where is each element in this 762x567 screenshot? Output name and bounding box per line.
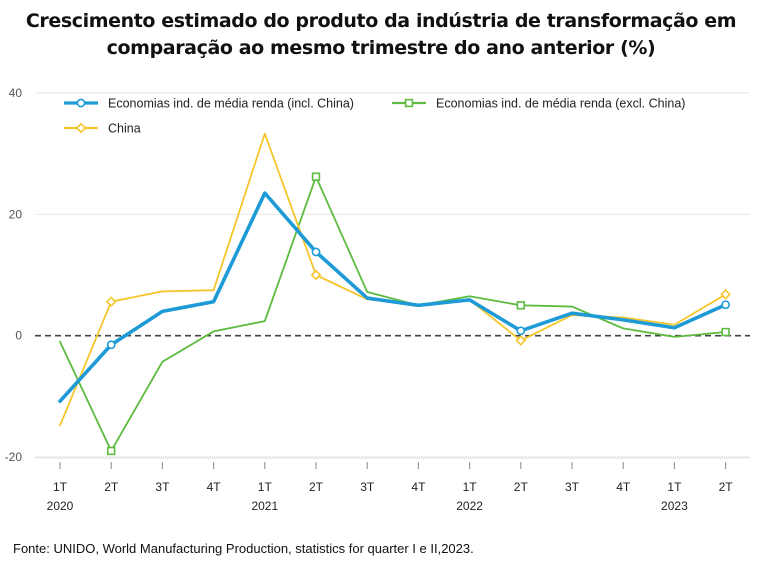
y-tick-label: 0	[15, 329, 22, 343]
y-tick-label: -20	[5, 450, 23, 464]
data-point-marker	[721, 327, 730, 337]
grid	[35, 92, 750, 458]
series	[58, 132, 731, 456]
x-tick-label: 3T	[360, 480, 375, 494]
x-tick-label: 1T	[463, 480, 478, 494]
data-point-marker	[76, 98, 86, 108]
x-year-label: 2022	[456, 499, 483, 513]
chart-title-line-1: Crescimento estimado do produto da indús…	[25, 10, 737, 32]
legend-label: China	[108, 122, 141, 136]
data-point-marker	[310, 269, 322, 281]
data-point-marker	[404, 98, 414, 108]
data-point-marker	[516, 326, 526, 336]
y-tick-label: 40	[9, 86, 23, 100]
x-tick-label: 1T	[53, 480, 68, 494]
series-line	[58, 191, 728, 403]
x-tick-label: 1T	[258, 480, 273, 494]
source-note: Fonte: UNIDO, World Manufacturing Produc…	[13, 541, 474, 556]
legend: Economias ind. de média renda (incl. Chi…	[64, 97, 685, 136]
x-tick-label: 2T	[719, 480, 734, 494]
x-tick-label: 4T	[411, 480, 426, 494]
data-point-marker	[721, 300, 730, 310]
series-line	[59, 175, 727, 452]
data-point-marker	[107, 446, 116, 456]
legend-label: Economias ind. de média renda (excl. Chi…	[436, 97, 685, 111]
x-tick-label: 2T	[514, 480, 529, 494]
data-point-marker	[516, 301, 526, 310]
data-point-marker	[515, 335, 527, 346]
x-tick-label: 3T	[155, 480, 170, 494]
x-tick-label: 2T	[309, 480, 324, 494]
data-point-marker	[106, 340, 116, 350]
x-tick-label: 2T	[104, 480, 119, 494]
axes: -20 0 20 40 1T 2T 3T 4T 1T 2T 3T 4T 1T 2T 3T 4T 1T 2T 2020…	[5, 86, 750, 513]
data-point-marker	[311, 247, 321, 257]
x-year-label: 2023	[661, 499, 688, 513]
x-tick-label: 3T	[565, 480, 580, 494]
x-tick-label: 1T	[667, 480, 682, 494]
chart-title-line-2: comparação ao mesmo trimestre do ano ant…	[106, 37, 656, 59]
x-year-label: 2020	[47, 499, 74, 513]
legend-label: Economias ind. de média renda (incl. Chi…	[108, 97, 354, 111]
chart-title: Crescimento estimado do produto da indús…	[0, 8, 762, 62]
data-point-marker	[720, 289, 731, 300]
data-point-marker	[75, 122, 87, 134]
x-tick-label: 4T	[207, 480, 222, 494]
y-tick-label: 20	[9, 207, 23, 221]
x-tick-label: 4T	[616, 480, 631, 494]
x-year-label: 2021	[251, 499, 278, 513]
data-point-marker	[105, 296, 117, 308]
data-point-marker	[311, 172, 321, 181]
series-line	[59, 132, 727, 427]
